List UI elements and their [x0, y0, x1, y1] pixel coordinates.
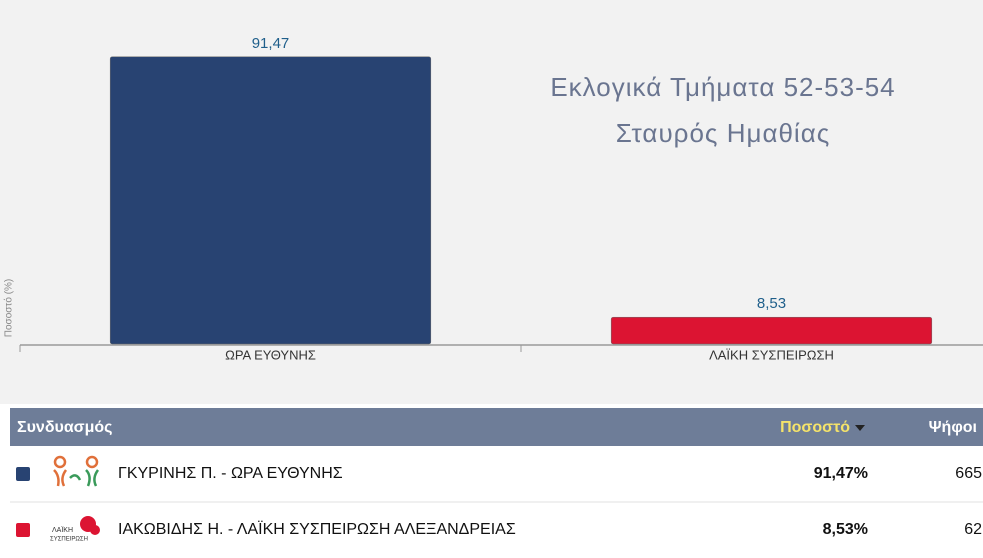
color-swatch: [16, 523, 30, 537]
color-swatch: [16, 467, 30, 481]
name-cell: ΙΑΚΩΒΙΔΗΣ Η. - ΛΑΪΚΗ ΣΥΣΠΕΙΡΩΣΗ ΑΛΕΞΑΝΔΡ…: [118, 520, 516, 538]
sort-arrow: [855, 425, 865, 431]
votes-cell: 665: [955, 465, 982, 482]
chart-subtitle: Σταυρός Ημαθίας: [616, 118, 831, 148]
table-rows: ΓΚΥΡΙΝΗΣ Π. - ΩΡΑ ΕΥΘΥΝΗΣ 91,47% 665 ΙΑΚΩΒΙ…: [16, 465, 982, 538]
percent-cell: 8,53%: [823, 521, 868, 538]
x-tick-label: ΛΑΪΚΗ ΣΥΣΠΕΙΡΩΣΗ: [709, 347, 834, 362]
logo-text: ΛΑΪΚΗ: [52, 526, 73, 534]
x-tick-label: ΩΡΑ ΕΥΘΥΝΗΣ: [225, 347, 316, 362]
chart-title: Εκλογικά Τμήματα 52-53-54: [550, 72, 895, 102]
header-cell: Συνδυασμός: [17, 419, 113, 436]
percent-cell: 91,47%: [814, 465, 868, 482]
bar: [109, 56, 432, 345]
bar: [610, 316, 933, 345]
bars: ΩΡΑ ΕΥΘΥΝΗΣ 91,47 ΛΑΪΚΗ ΣΥΣΠΕΙΡΩΣΗ 8,53: [19, 35, 933, 362]
votes-cell: 62: [964, 521, 982, 538]
value-label: 8,53: [757, 295, 786, 312]
logo: [53, 455, 100, 487]
header-cell[interactable]: Ποσοστό: [780, 419, 850, 436]
logo-text: ΣΥΣΠΕΙΡΩΣΗ: [50, 537, 88, 543]
header-cell[interactable]: Ψήφοι: [929, 419, 977, 436]
y-axis-label: Ποσοστό (%): [3, 279, 15, 338]
logo: ΛΑΪΚΗ ΣΥΣΠΕΙΡΩΣΗ: [50, 516, 100, 543]
value-label: 91,47: [252, 35, 290, 52]
name-cell: ΓΚΥΡΙΝΗΣ Π. - ΩΡΑ ΕΥΘΥΝΗΣ: [118, 465, 343, 482]
table-header: [10, 408, 983, 446]
